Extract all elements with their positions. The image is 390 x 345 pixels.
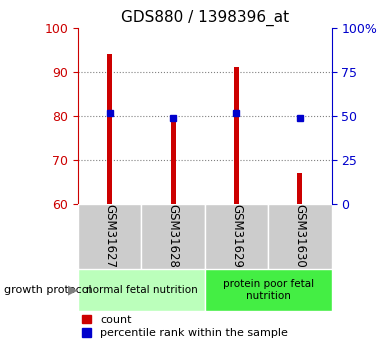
Legend: count, percentile rank within the sample: count, percentile rank within the sample — [78, 310, 292, 343]
Text: GSM31629: GSM31629 — [230, 204, 243, 268]
Bar — [234, 67, 239, 204]
Text: growth protocol: growth protocol — [4, 285, 95, 295]
Text: GSM31630: GSM31630 — [293, 205, 306, 268]
Bar — [78, 204, 141, 269]
Text: ▶: ▶ — [68, 283, 78, 296]
Bar — [170, 120, 176, 204]
Title: GDS880 / 1398396_at: GDS880 / 1398396_at — [121, 10, 289, 26]
Bar — [297, 173, 302, 204]
Bar — [141, 204, 205, 269]
Bar — [78, 269, 205, 310]
Bar — [205, 204, 268, 269]
Bar — [268, 204, 332, 269]
Bar — [205, 269, 332, 310]
Text: GSM31628: GSM31628 — [167, 204, 179, 268]
Text: normal fetal nutrition: normal fetal nutrition — [85, 285, 197, 295]
Text: protein poor fetal
nutrition: protein poor fetal nutrition — [223, 279, 314, 300]
Text: GSM31627: GSM31627 — [103, 204, 116, 268]
Bar — [107, 54, 112, 204]
